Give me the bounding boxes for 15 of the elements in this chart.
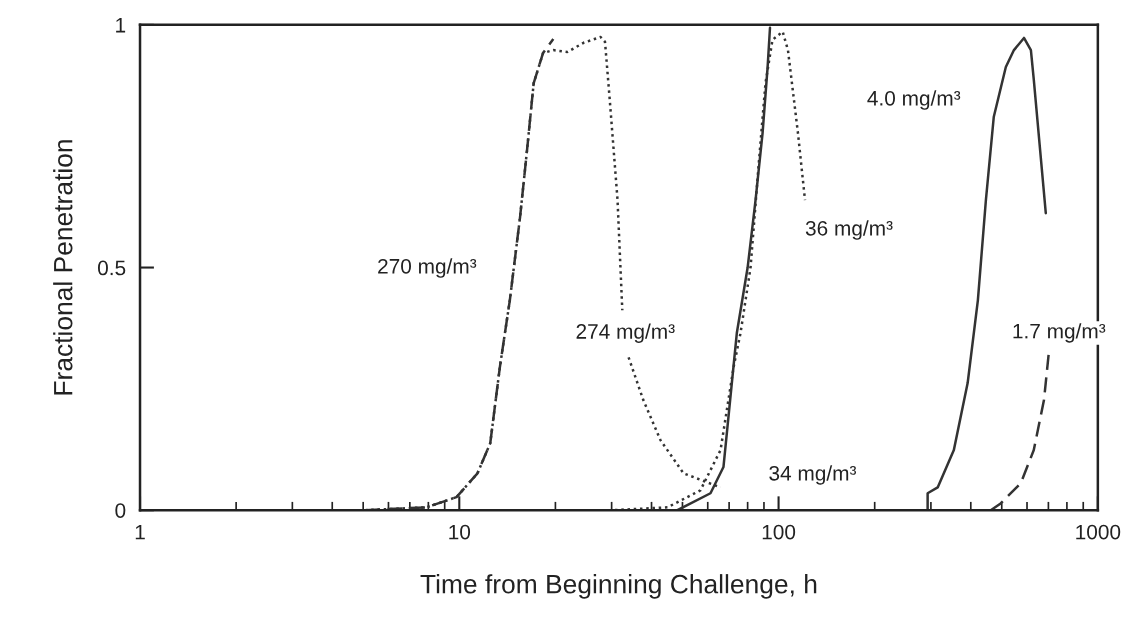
series-label: 274 mg/m³ — [576, 323, 675, 343]
text: 34 mg/m³ — [769, 465, 857, 485]
series-label: 4.0 mg/m³ — [867, 90, 961, 110]
series-label: 1.7 mg/m³ — [1013, 323, 1106, 343]
y-tick-label: 0.5 — [97, 260, 126, 276]
series-label: 270 mg/m³ — [378, 258, 477, 278]
x-tick-label: 10 — [449, 524, 471, 540]
x-tick-label: 1000 — [1076, 524, 1121, 540]
x-tick-label: 100 — [762, 524, 796, 540]
series-label: 36 mg/m³ — [805, 220, 893, 240]
y-tick-label: 0 — [115, 503, 126, 518]
y-axis-title: Fractional Penetration — [53, 140, 73, 395]
y-tick-label: 1 — [116, 18, 126, 33]
x-axis-title: Time from Beginning Challenge, h — [420, 574, 817, 599]
x-tick-label: 1 — [135, 524, 145, 540]
